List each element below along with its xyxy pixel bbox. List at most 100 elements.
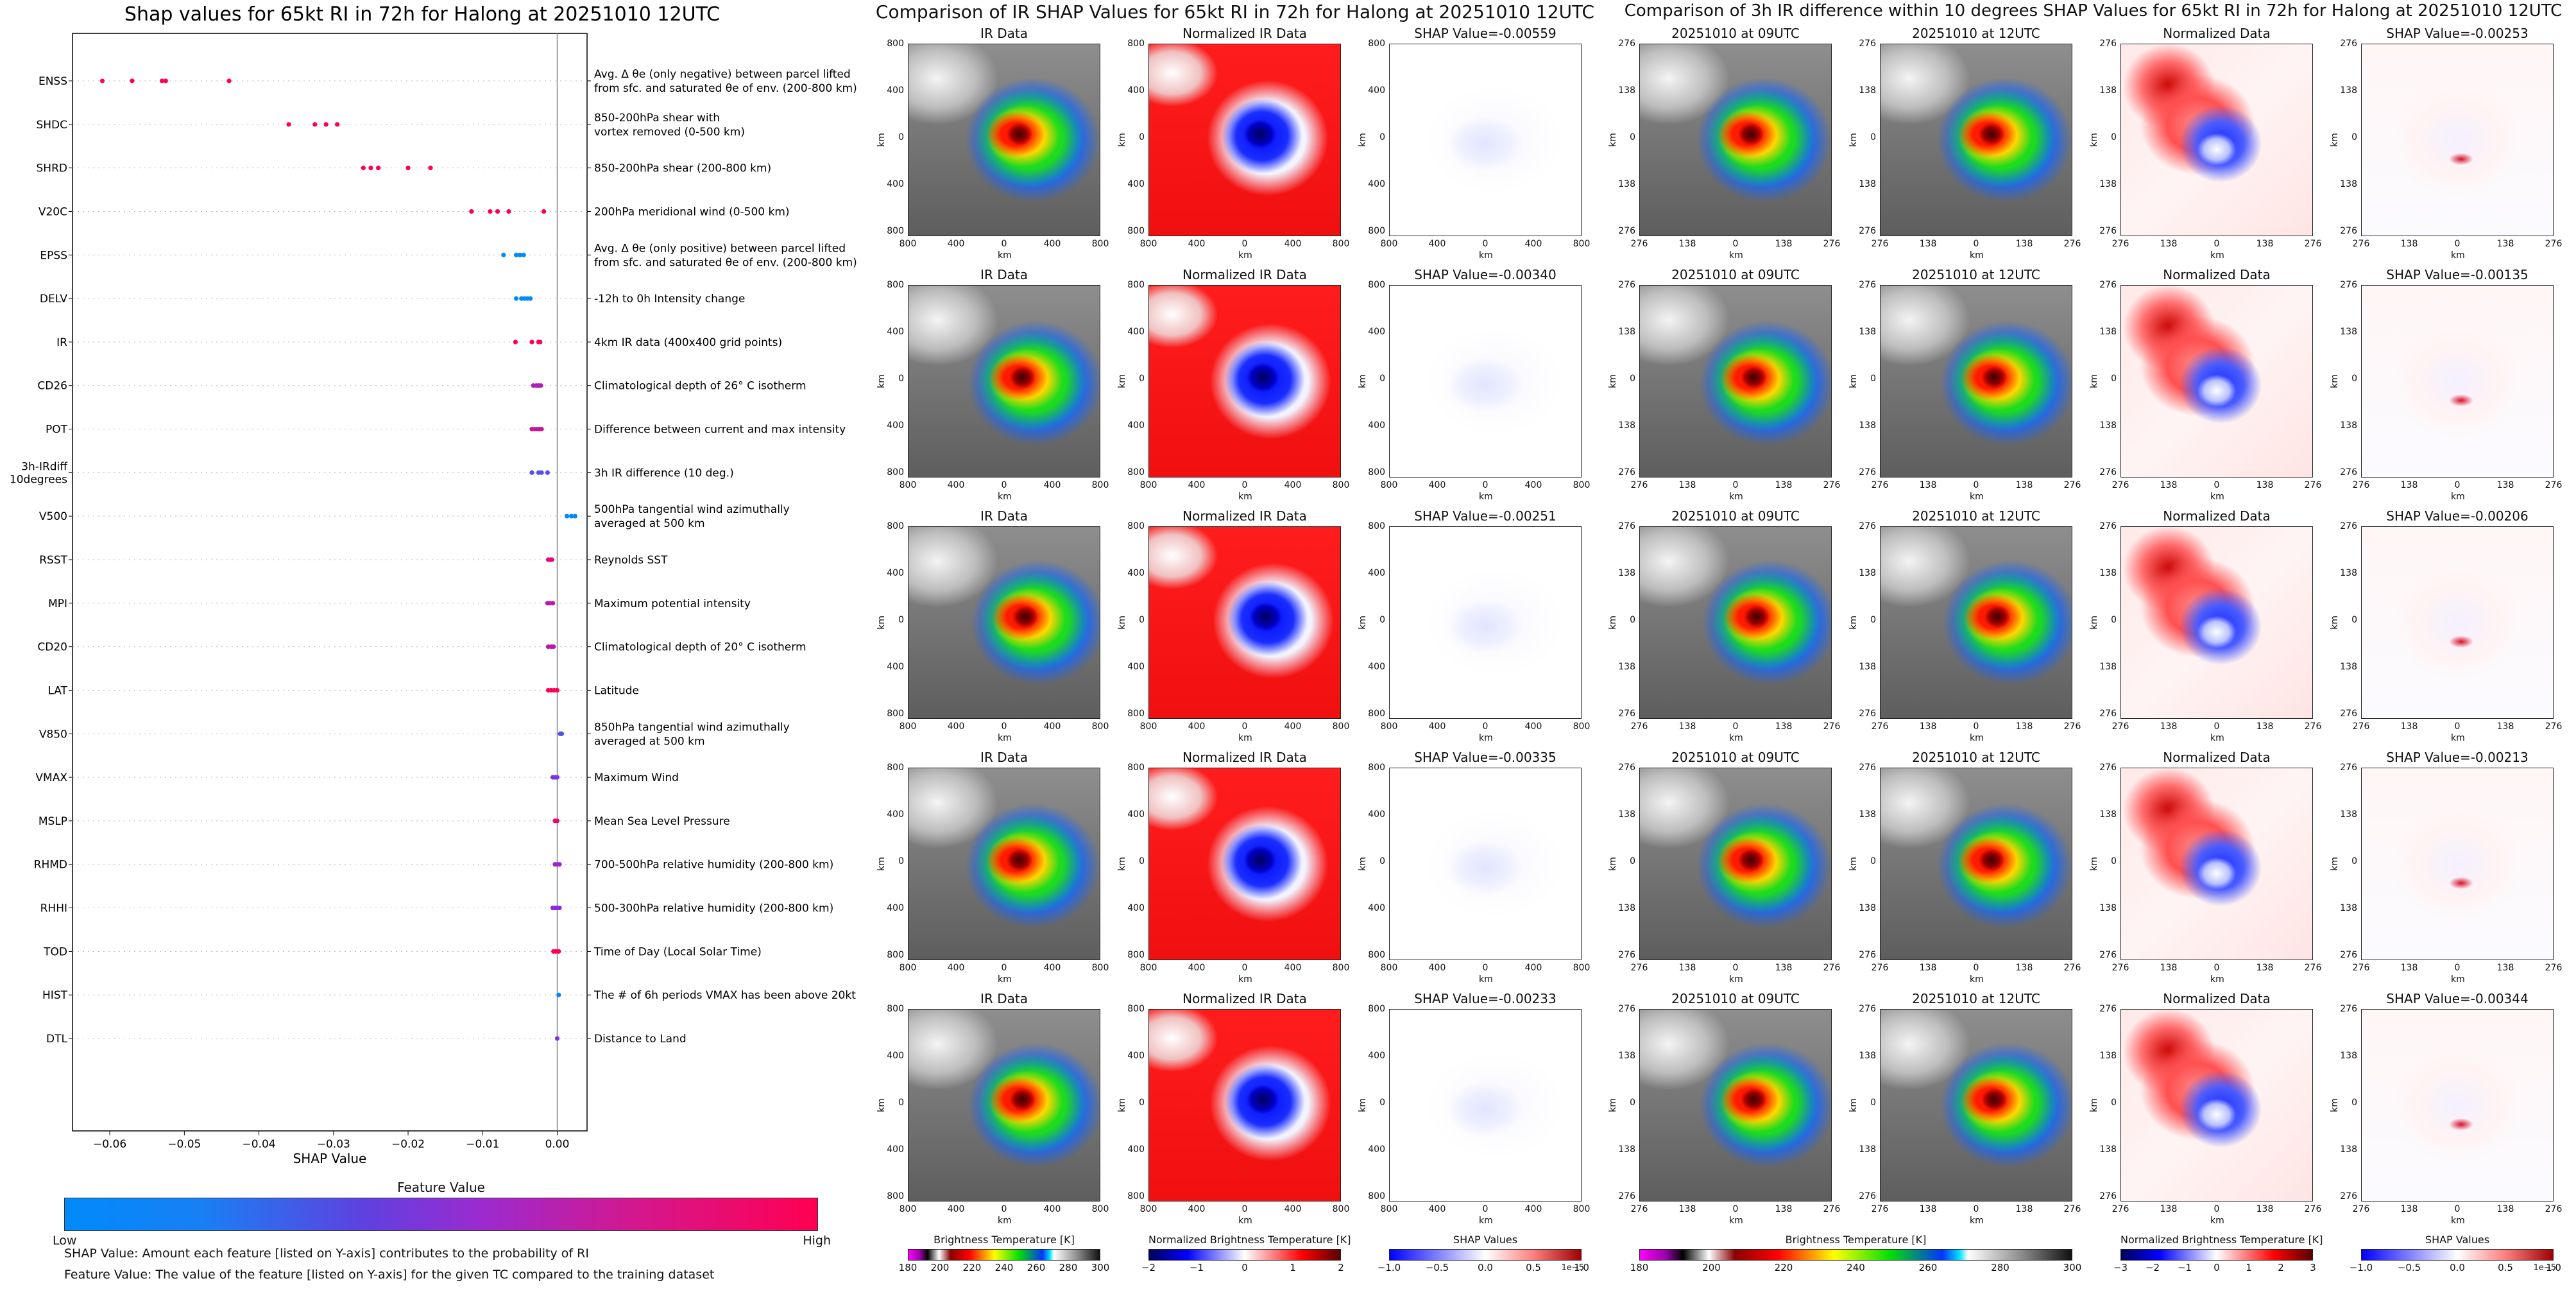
colorbar-tick-label: 1.0 (2546, 1262, 2561, 1273)
x-tick-label: 400 (1043, 480, 1061, 490)
y-tick-label: 0 (1139, 132, 1145, 142)
y-tick-label: 276 (1859, 280, 1876, 290)
y-tick-label: 400 (1368, 1051, 1385, 1061)
y-tick-label: 138 (1618, 179, 1635, 189)
x-axis-label: km (1238, 733, 1252, 743)
y-tick-label: 138 (2340, 662, 2357, 672)
shapdiff-image (2361, 1009, 2554, 1202)
colorbar-tick-label: −1.0 (2349, 1262, 2373, 1273)
y-tick-label: 138 (1859, 1051, 1876, 1061)
colorbar-tick-label: 2 (2278, 1262, 2284, 1273)
subplot-title: Normalized IR Data (1182, 508, 1307, 524)
ir-09utc-subplot: 20251010 at 09UTC 276 138 0 138 276 276 138 0 138… (1608, 991, 1841, 1226)
subplot-title: Normalized Data (2163, 267, 2271, 282)
y-tick-label: 138 (2099, 85, 2117, 96)
x-tick-label: 138 (2160, 239, 2178, 249)
y-tick-label: 138 (2099, 179, 2117, 189)
ir-image (908, 285, 1100, 478)
x-tick-label: 138 (1775, 963, 1793, 973)
normalized-ir-data-subplot: Normalized IR Data 800 400 0 400 800 800 400 0 40… (1100, 508, 1349, 743)
y-tick-label: 400 (1127, 1144, 1145, 1155)
y-tick-label: 800 (1368, 39, 1385, 49)
subplot-title: SHAP Value=-0.00253 (2386, 26, 2529, 41)
feature-description: 850hPa tangential wind azimuthally averag… (594, 721, 790, 748)
normalized-ir-data-subplot: Normalized IR Data 800 400 0 400 800 800 400 0 40… (1100, 267, 1349, 502)
shap-value-subplot: SHAP Value=-0.00340 800 400 0 400 800 800 400 0 4… (1341, 267, 1590, 502)
y-tick-label: 276 (1618, 709, 1635, 719)
y-tick-label: 276 (2099, 39, 2117, 49)
colorbar-tick-label: −2 (2145, 1262, 2160, 1273)
x-tick-label: 0 (2213, 721, 2220, 732)
feature-description: 500-300hPa relative humidity (200-800 km… (594, 902, 833, 915)
subplot-title: 20251010 at 09UTC (1671, 26, 1800, 41)
x-tick-label: 138 (2015, 239, 2033, 249)
colorbar-tick-label: 220 (962, 1262, 982, 1273)
colorbar-tick-label: 300 (1091, 1262, 1110, 1273)
shap-summary-chart: Shap values for 65kt RI in 72h for Halon… (10, 3, 857, 1166)
ir-image (1880, 44, 2072, 236)
x-tick-label: 0 (1732, 480, 1739, 490)
colorbar-tick-label: 1 (2246, 1262, 2252, 1273)
x-tick-label: 276 (1630, 963, 1648, 973)
y-axis-label: km (876, 857, 887, 871)
subplot-title: SHAP Value=-0.00213 (2386, 750, 2529, 765)
normalized-temp-colorbar: Normalized Brightness Temperature [K] −2 −… (1141, 1234, 1351, 1273)
colorbar-low-label: Low (53, 1234, 77, 1248)
y-tick-label: 276 (1859, 1004, 1876, 1014)
ir-09utc-subplot: 20251010 at 09UTC 276 138 0 138 276 276 138 0 138… (1608, 26, 1841, 261)
feature-description: 850-200hPa shear (200-800 km) (594, 162, 771, 175)
subplot-title: 20251010 at 12UTC (1912, 991, 2040, 1006)
plot-frame (72, 33, 588, 1132)
x-tick-label: 400 (1043, 963, 1061, 973)
feature-label: POT (46, 424, 68, 436)
x-tick-label: −0.01 (466, 1138, 499, 1151)
diffnorm-image (2120, 768, 2313, 960)
colorbar-tick-label: −0.5 (1425, 1262, 1449, 1273)
x-tick-label: 138 (2015, 963, 2033, 973)
subplot-title: 20251010 at 12UTC (1912, 267, 2040, 282)
shap-point (375, 166, 381, 171)
x-tick-label: 138 (2400, 480, 2418, 490)
y-tick-label: 0 (1870, 856, 1876, 866)
y-tick-label: 0 (898, 615, 904, 625)
x-tick-label: 138 (2160, 721, 2178, 732)
x-tick-label: 276 (2063, 480, 2081, 490)
y-tick-label: 800 (1127, 467, 1145, 478)
ir-image (1639, 44, 1832, 236)
feature-label: V20C (38, 205, 67, 218)
norm-image (1148, 285, 1341, 478)
x-tick-label: 276 (1823, 239, 1841, 249)
x-tick-label: 276 (1823, 721, 1841, 732)
x-tick-label: 0 (1482, 721, 1488, 732)
ir-data-subplot: IR Data 800 400 0 400 800 800 400 0 400 800 km km (860, 26, 1109, 261)
y-tick-label: 0 (1630, 1098, 1635, 1108)
x-tick-label: 276 (2352, 721, 2370, 732)
x-tick-label: 400 (1284, 721, 1302, 732)
y-axis-label: km (1848, 616, 1859, 630)
feature-label: DTL (46, 1033, 67, 1046)
y-tick-label: 800 (1127, 709, 1145, 719)
x-tick-label: 138 (1919, 239, 1937, 249)
x-axis-label: km (998, 733, 1012, 743)
y-tick-label: 276 (2099, 1004, 2117, 1014)
y-axis-label: km (2088, 1098, 2099, 1112)
x-tick-label: 800 (1139, 721, 1157, 732)
feature-label: MSLP (38, 815, 67, 828)
y-tick-label: 276 (2340, 226, 2357, 236)
x-tick-label: 138 (2015, 480, 2033, 490)
colorbar-tick-label: 1.0 (1574, 1262, 1589, 1273)
feature-label: CD20 (37, 641, 67, 654)
y-tick-label: 400 (1368, 903, 1385, 913)
x-tick-label: 400 (1428, 963, 1446, 973)
x-axis-label: km (1970, 492, 1984, 502)
x-axis-label: km (1970, 1216, 1984, 1226)
x-axis-label: km (998, 1216, 1012, 1226)
x-tick-label: 0 (2213, 480, 2220, 490)
y-tick-label: 276 (2340, 521, 2357, 531)
feature-value-note: Feature Value: The value of the feature … (64, 1268, 715, 1282)
ir-image (908, 768, 1100, 960)
feature-description: Avg. Δ θe (only negative) between parcel… (594, 68, 857, 95)
x-axis-label: km (1729, 250, 1743, 261)
ir-image (1880, 285, 2072, 478)
x-tick-label: 0 (1001, 721, 1007, 732)
